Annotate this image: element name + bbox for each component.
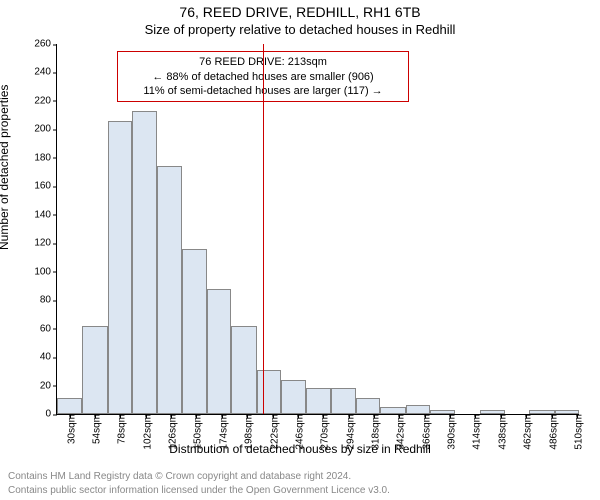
footer-licence: Contains public sector information licen… bbox=[8, 485, 390, 496]
chart-container: 76, REED DRIVE, REDHILL, RH1 6TB Size of… bbox=[0, 0, 600, 500]
y-tick-label: 200 bbox=[34, 124, 57, 135]
y-tick-label: 140 bbox=[34, 209, 57, 220]
histogram-bar bbox=[157, 166, 181, 414]
histogram-bar bbox=[380, 407, 405, 414]
histogram-bar bbox=[82, 326, 107, 414]
y-tick-label: 0 bbox=[45, 409, 57, 420]
histogram-bar bbox=[306, 388, 330, 414]
histogram-bar bbox=[356, 398, 380, 414]
x-axis-label: Distribution of detached houses by size … bbox=[0, 442, 600, 456]
histogram-bar bbox=[182, 249, 207, 414]
y-tick-label: 20 bbox=[40, 380, 57, 391]
footer-copyright: Contains HM Land Registry data © Crown c… bbox=[8, 471, 351, 482]
histogram-bar bbox=[231, 326, 256, 414]
histogram-bar bbox=[207, 289, 231, 414]
reference-line bbox=[263, 44, 264, 414]
x-tick-label: 54sqm bbox=[88, 414, 103, 444]
y-tick-label: 240 bbox=[34, 67, 57, 78]
y-tick-label: 80 bbox=[40, 295, 57, 306]
histogram-bar bbox=[331, 388, 356, 414]
histogram-bar bbox=[132, 111, 157, 414]
x-tick-label: 30sqm bbox=[62, 414, 77, 444]
y-tick-label: 260 bbox=[34, 39, 57, 50]
plot-area: 76 REED DRIVE: 213sqm← 88% of detached h… bbox=[56, 44, 579, 415]
chart-title: Size of property relative to detached ho… bbox=[0, 22, 600, 37]
y-tick-label: 60 bbox=[40, 323, 57, 334]
histogram-bar bbox=[57, 398, 82, 414]
x-tick-label: 78sqm bbox=[113, 414, 128, 444]
y-tick-label: 220 bbox=[34, 95, 57, 106]
histogram-bar bbox=[257, 370, 281, 414]
y-tick-label: 120 bbox=[34, 238, 57, 249]
histogram-bar bbox=[406, 405, 430, 414]
y-tick-label: 180 bbox=[34, 152, 57, 163]
y-tick-label: 100 bbox=[34, 266, 57, 277]
histogram-bar bbox=[108, 121, 132, 414]
address-title: 76, REED DRIVE, REDHILL, RH1 6TB bbox=[0, 4, 600, 20]
y-axis-label: Number of detached properties bbox=[0, 85, 11, 250]
histogram-bar bbox=[281, 380, 306, 414]
y-tick-label: 160 bbox=[34, 181, 57, 192]
y-tick-label: 40 bbox=[40, 352, 57, 363]
